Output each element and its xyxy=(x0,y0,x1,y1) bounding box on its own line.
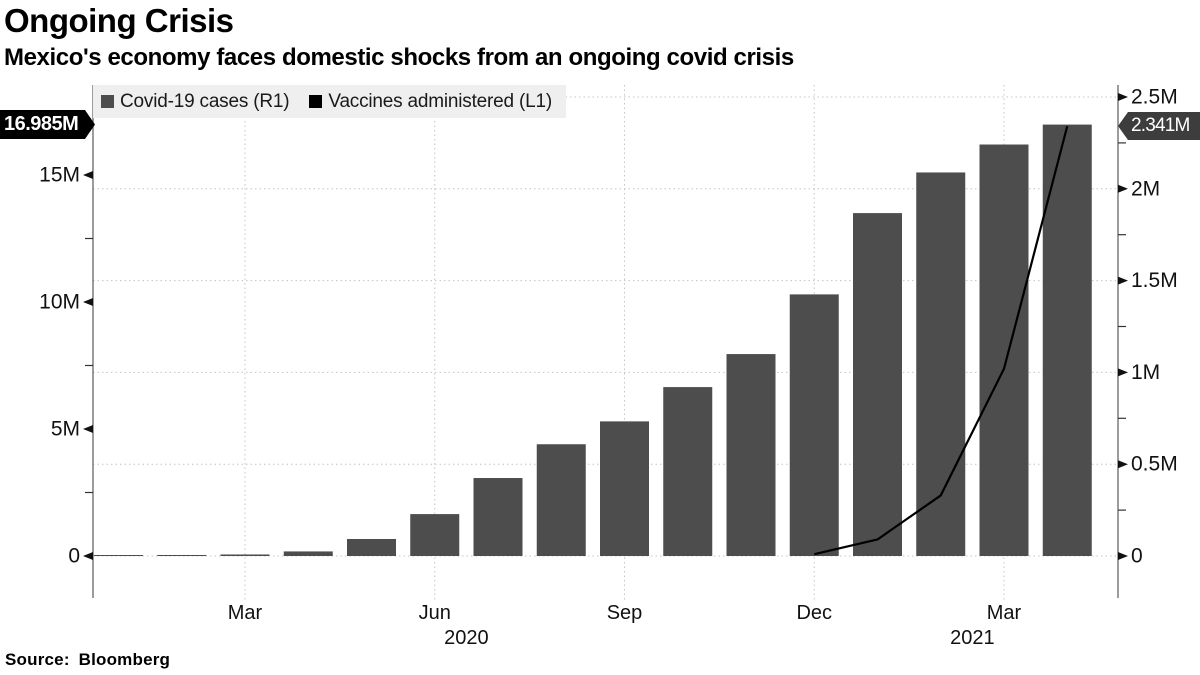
covid-cases-bar xyxy=(726,354,776,556)
x-axis-month-label: Mar xyxy=(987,602,1022,624)
covid-cases-bar xyxy=(1042,124,1092,557)
x-axis-year-label: 2021 xyxy=(950,627,995,649)
axes xyxy=(92,85,1119,598)
covid-cases-value-callout: 16.985M xyxy=(0,110,95,139)
vaccines-line-series xyxy=(814,125,1069,556)
left-axis-tick-label: 0 xyxy=(68,545,80,568)
legend-item-vaccines: Vaccines administered (L1) xyxy=(309,91,552,113)
right-axis-tick-label: 0.5M xyxy=(1131,453,1178,476)
right-axis-arrow-tick xyxy=(1118,552,1128,560)
legend-item-covid-cases: Covid-19 cases (R1) xyxy=(101,90,290,113)
legend-label-covid-cases: Covid-19 cases (R1) xyxy=(120,90,290,112)
covid-cases-swatch-icon xyxy=(101,95,114,108)
right-axis-tick-label: 2M xyxy=(1131,177,1160,200)
left-axis-tick-label: 10M xyxy=(39,291,80,314)
covid-cases-bar xyxy=(979,144,1029,556)
covid-cases-bar xyxy=(600,421,649,556)
x-axis-month-label: Jun xyxy=(419,602,451,624)
left-axis-arrow-tick xyxy=(83,425,93,433)
right-axis-tick-label: 2.5M xyxy=(1131,86,1178,109)
x-axis-year-label: 2020 xyxy=(444,627,489,649)
vaccines-swatch-icon xyxy=(309,95,323,108)
x-axis-labels: Mar Jun Sep Dec Mar 2020 2021 xyxy=(228,602,1022,649)
left-axis-tick-label: 15M xyxy=(39,164,80,187)
covid-cases-bar xyxy=(916,172,966,556)
right-axis-tick-label: 1.5M xyxy=(1131,269,1178,292)
vaccines-line xyxy=(814,125,1069,556)
source-attribution: Source: Bloomberg xyxy=(5,650,171,669)
covid-cases-bar xyxy=(94,555,143,556)
right-axis-arrow-tick xyxy=(1118,276,1128,285)
right-axis-arrow-tick xyxy=(1118,368,1128,377)
covid-cases-bar xyxy=(473,478,523,556)
left-axis-arrow-tick xyxy=(83,298,93,306)
covid-cases-bar xyxy=(220,554,270,556)
right-axis-tick-label: 0 xyxy=(1131,545,1143,568)
covid-cases-bar-series xyxy=(94,124,1092,557)
left-axis-arrow-tick xyxy=(83,171,93,179)
vaccines-value-callout: 2.341M xyxy=(1118,112,1200,140)
x-axis-month-label: Sep xyxy=(607,602,643,624)
right-axis-arrow-tick xyxy=(1118,93,1128,101)
covid-cases-bar xyxy=(663,387,713,556)
x-axis-month-label: Dec xyxy=(796,602,832,624)
covid-cases-bar xyxy=(283,551,333,556)
chart-legend: Covid-19 cases (R1) Vaccines administere… xyxy=(93,85,566,118)
covid-cases-bar xyxy=(853,213,902,556)
left-axis-ticks: 0 5M 10M 15M xyxy=(39,164,93,568)
covid-cases-bar xyxy=(789,294,839,556)
right-axis-arrow-tick xyxy=(1118,184,1128,193)
covid-cases-bar xyxy=(536,444,586,556)
x-axis-month-label: Mar xyxy=(228,602,263,624)
right-axis-tick-label: 1M xyxy=(1131,361,1160,384)
covid-cases-bar xyxy=(410,514,460,556)
page-title: Ongoing Crisis xyxy=(4,2,234,39)
covid-cases-bar xyxy=(157,554,207,556)
left-axis-arrow-tick xyxy=(83,552,93,560)
right-axis-arrow-tick xyxy=(1118,460,1128,469)
right-axis-ticks: 0 0.5M 1M 1.5M 2M 2.5M xyxy=(1118,86,1178,568)
covid-cases-bar xyxy=(347,538,396,556)
left-axis-tick-label: 5M xyxy=(51,418,80,441)
page-subtitle: Mexico's economy faces domestic shocks f… xyxy=(4,44,794,71)
legend-label-vaccines: Vaccines administered (L1) xyxy=(328,90,552,112)
